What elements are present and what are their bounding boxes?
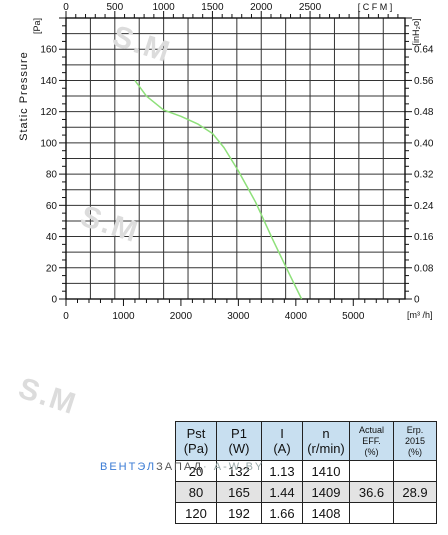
fan-curve-chart: 0 1000 2000 3000 4000 5000 [m³ /h]0 500 1000 1500… bbox=[18, 2, 434, 322]
y-right-tick-label: 0 bbox=[414, 295, 420, 306]
cell: 1408 bbox=[302, 502, 350, 524]
y-right-tick-label: 0.40 bbox=[414, 138, 434, 149]
x-bottom-tick-label: 1000 bbox=[112, 311, 135, 322]
y-right-tick-label: 0.32 bbox=[414, 170, 434, 181]
cell: 80 bbox=[175, 481, 217, 503]
x-top-tick-label: 2500 bbox=[299, 2, 322, 13]
cell: 120 bbox=[175, 502, 217, 524]
y-left-tick-label: 160 bbox=[40, 45, 57, 56]
cell: 1409 bbox=[302, 481, 350, 503]
col-pst: Pst (Pa) bbox=[175, 421, 217, 461]
y-left-tick-label: 80 bbox=[46, 170, 58, 181]
col-n: n (r/min) bbox=[302, 421, 350, 461]
y-left-tick-label: 40 bbox=[46, 232, 58, 243]
cell: 1.13 bbox=[261, 460, 303, 482]
col-p1: P1 (W) bbox=[216, 421, 262, 461]
brand-part-1: ВЕНТЭЛ bbox=[100, 461, 157, 473]
x-top-tick-label: 0 bbox=[63, 2, 69, 13]
y-left-tick-label: 120 bbox=[40, 107, 57, 118]
cell: 165 bbox=[216, 481, 262, 503]
x-top-tick-label: 1000 bbox=[152, 2, 175, 13]
x-top-tick-label: 1500 bbox=[201, 2, 224, 13]
y-right-tick-label: 0.64 bbox=[414, 45, 434, 56]
y-left-tick-label: 60 bbox=[46, 201, 58, 212]
brand-watermark: ВЕНТЭЛЗАПАД· A-W.BY bbox=[100, 461, 264, 473]
cell bbox=[349, 460, 394, 482]
table-row: 80 165 1.44 1409 36.6 28.9 bbox=[175, 481, 437, 503]
col-actual-eff: Actual EFF. (%) bbox=[349, 421, 394, 461]
cell bbox=[393, 460, 437, 482]
x-top-tick-label: 2000 bbox=[250, 2, 273, 13]
cell bbox=[393, 502, 437, 524]
x-bottom-tick-label: 0 bbox=[63, 311, 69, 322]
cell: 28.9 bbox=[393, 481, 437, 503]
x-bottom-tick-label: 4000 bbox=[285, 311, 308, 322]
x-bottom-tick-label: 2000 bbox=[170, 311, 193, 322]
cell: 36.6 bbox=[349, 481, 394, 503]
fan-curve-line bbox=[134, 79, 303, 300]
x-bottom-tick-label: 5000 bbox=[342, 311, 365, 322]
x-top-tick-label: 500 bbox=[106, 2, 123, 13]
table-row: 120 192 1.66 1408 bbox=[175, 502, 437, 524]
brand-part-2: ЗАПАД bbox=[156, 461, 204, 473]
x-bottom-unit: [m³ /h] bbox=[407, 310, 433, 320]
cell: 20 bbox=[175, 460, 217, 482]
y-right-unit: [inH₂o] bbox=[411, 18, 421, 45]
col-i: I (A) bbox=[261, 421, 303, 461]
y-right-tick-label: 0.24 bbox=[414, 201, 434, 212]
cell bbox=[349, 502, 394, 524]
x-bottom-tick-label: 3000 bbox=[227, 311, 250, 322]
y-left-unit: [Pa] bbox=[32, 18, 42, 34]
y-axis-label: Static Pressure bbox=[18, 51, 30, 141]
x-top-unit: [ C F M ] bbox=[358, 2, 393, 12]
brand-part-3: · A-W.BY bbox=[203, 461, 265, 473]
watermark-3: S.M bbox=[14, 371, 82, 422]
y-right-tick-label: 0.48 bbox=[414, 107, 434, 118]
cell: 1.44 bbox=[261, 481, 303, 503]
y-left-tick-label: 20 bbox=[46, 263, 58, 274]
cell: 1.66 bbox=[261, 502, 303, 524]
y-left-tick-label: 140 bbox=[40, 76, 57, 87]
y-left-tick-label: 100 bbox=[40, 138, 57, 149]
cell: 192 bbox=[216, 502, 262, 524]
cell: 132 bbox=[216, 460, 262, 482]
table-header-row: Pst (Pa) P1 (W) I (A) n (r/min) Actual EFF. (%… bbox=[175, 421, 437, 461]
y-right-tick-label: 0.56 bbox=[414, 76, 434, 87]
y-left-tick-label: 0 bbox=[51, 295, 57, 306]
col-erp-2015: Erp. 2015 (%) bbox=[393, 421, 437, 461]
y-right-tick-label: 0.08 bbox=[414, 263, 434, 274]
cell: 1410 bbox=[302, 460, 350, 482]
y-right-tick-label: 0.16 bbox=[414, 232, 434, 243]
performance-table: Pst (Pa) P1 (W) I (A) n (r/min) Actual EFF. (%… bbox=[175, 421, 437, 524]
